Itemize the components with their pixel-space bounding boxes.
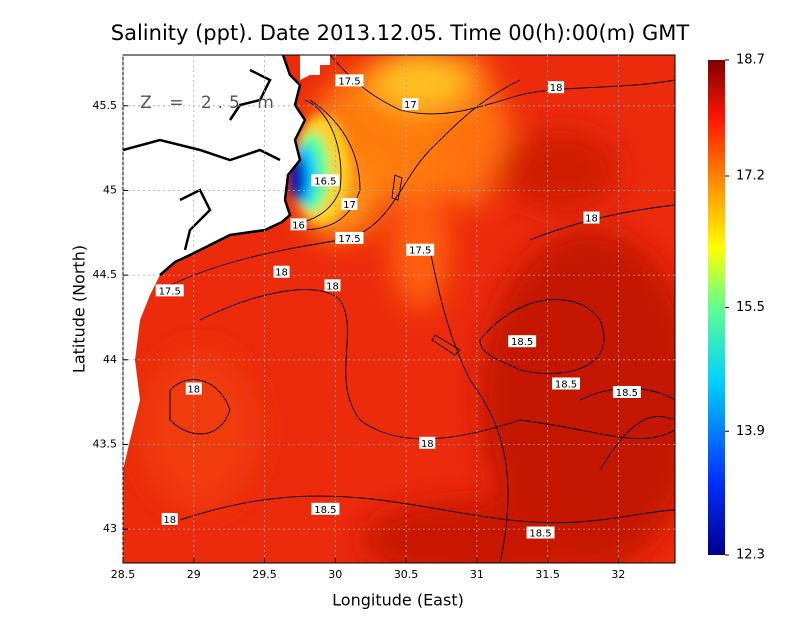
x-tick-label: 32 — [611, 568, 625, 581]
salinity-field — [123, 55, 675, 563]
contour-label-box — [341, 198, 358, 211]
contour-label-box — [311, 502, 340, 515]
contour-label-box — [335, 231, 364, 244]
x-tick-label: 31 — [470, 568, 484, 581]
contour-label: 17.5 — [338, 234, 360, 245]
colorbar-tick-label: 18.7 — [736, 53, 765, 68]
y-tick-label: 44.5 — [93, 268, 118, 281]
x-tick-label: 31.5 — [535, 568, 560, 581]
contour-label-box — [311, 174, 340, 187]
contour-label-box — [335, 74, 364, 87]
contour-label: 18.5 — [529, 529, 551, 540]
y-axis-label: Latitude (North) — [70, 245, 89, 373]
contour-label: 17 — [404, 100, 417, 111]
contour-label: 17.5 — [159, 286, 181, 297]
plot-frame — [122, 54, 676, 564]
x-tick-label: 30 — [328, 568, 342, 581]
contour-label-box — [552, 377, 581, 390]
contour-label-box — [402, 98, 419, 111]
contour-label: 18 — [550, 83, 563, 94]
contour-label-box — [290, 218, 307, 231]
y-tick-label: 44 — [103, 353, 117, 366]
contour-label: 17.5 — [338, 76, 360, 87]
y-tick-label: 43 — [103, 522, 117, 535]
contour-label-box — [419, 436, 436, 449]
colorbar-tick-label: 12.3 — [736, 548, 765, 563]
colorbar-tick-label: 15.5 — [736, 300, 765, 315]
x-tick-label: 29 — [187, 568, 201, 581]
contour-label: 16.5 — [314, 176, 336, 187]
contour-label-box — [273, 265, 290, 278]
x-tick-label: 29.5 — [252, 568, 277, 581]
contour-label-box — [583, 211, 600, 224]
contour-label: 17.5 — [409, 246, 431, 257]
contour-label-box — [161, 512, 178, 525]
contour-label: 18 — [275, 268, 288, 279]
contour-label-box — [612, 385, 641, 398]
depth-annotation: Z = 2.5 m — [140, 93, 280, 113]
contour-label: 18.5 — [314, 505, 336, 516]
y-tick-label: 45 — [103, 183, 117, 196]
contour-label: 18 — [326, 281, 339, 292]
colorbar — [708, 60, 725, 555]
contour-label: 18 — [421, 439, 434, 450]
contour-label: 17 — [343, 200, 356, 211]
chart-title: Salinity (ppt). Date 2013.12.05. Time 00… — [111, 21, 690, 45]
contour-label: 18.5 — [511, 337, 533, 348]
contour-label: 18 — [585, 214, 598, 225]
contour-label-box — [406, 243, 435, 256]
colorbar-tick-label: 17.2 — [736, 169, 765, 184]
y-tick-label: 45.5 — [93, 99, 118, 112]
contour-label-box — [508, 335, 537, 348]
contour-label: 18.5 — [555, 380, 577, 391]
contour-label: 18 — [163, 515, 176, 526]
contour-label-box — [155, 284, 184, 297]
contour-label: 16 — [292, 220, 305, 231]
contour-label: 18 — [187, 385, 200, 396]
colorbar-tick-label: 13.9 — [736, 424, 765, 439]
contour-label-box — [548, 81, 565, 94]
contour-label: 18.5 — [616, 388, 638, 399]
x-tick-label: 30.5 — [394, 568, 419, 581]
x-axis-label: Longitude (East) — [332, 591, 464, 610]
x-tick-label: 28.5 — [111, 568, 136, 581]
contour-label-box — [526, 526, 555, 539]
y-tick-label: 43.5 — [93, 437, 118, 450]
contour-label-box — [185, 382, 202, 395]
contour-label-box — [324, 279, 341, 292]
